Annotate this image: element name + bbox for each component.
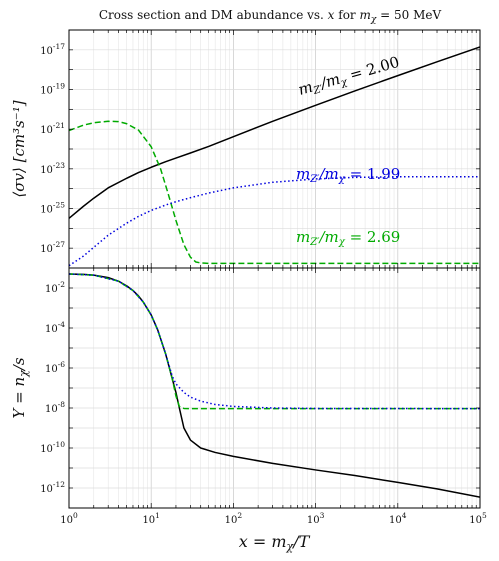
title-part-3: = 50 MeV	[376, 8, 441, 22]
y-tick-label-exponent: -23	[53, 161, 65, 170]
series-line-ratio-199	[69, 273, 480, 410]
y-tick-label-exponent: -19	[53, 82, 65, 91]
y-tick-label-base: 10	[40, 125, 53, 136]
x-axis-label: x = mχ/T	[239, 532, 311, 553]
y-tick-label-base: 10	[45, 364, 58, 375]
y-tick-label-base: 10	[45, 324, 58, 335]
x-tick-label: 105	[469, 511, 487, 526]
annotation-ratio-2-69: mZ′/mχ = 2.69	[296, 228, 400, 248]
y-tick-label: 10-4	[45, 320, 65, 335]
y-tick-label-exponent: -10	[53, 440, 65, 449]
y-tick-label: 10-8	[45, 400, 65, 415]
x-tick-label: 101	[142, 511, 160, 526]
y-tick-label: 10-10	[40, 440, 65, 455]
y-tick-label-exponent: -25	[53, 201, 65, 210]
y-tick-label: 10-17	[40, 42, 65, 57]
series-line-ratio-269	[69, 120, 480, 265]
x-tick-label-exponent: 4	[402, 511, 407, 520]
y-tick-label-exponent: -12	[53, 480, 65, 489]
y-tick-label-base: 10	[40, 244, 53, 255]
x-tick-label-base: 10	[469, 515, 482, 526]
y-tick-label-base: 10	[40, 46, 53, 57]
x-tick-label-base: 10	[225, 515, 238, 526]
y-tick-label-base: 10	[45, 284, 58, 295]
y-tick-label-exponent: -27	[53, 240, 65, 249]
x-tick-label-exponent: 5	[482, 511, 487, 520]
y-tick-label-exponent: -17	[53, 42, 65, 51]
ticks-bottom	[68, 267, 480, 509]
y-tick-label-base: 10	[40, 165, 53, 176]
title-part-2: for	[334, 8, 359, 22]
ticks-top	[68, 29, 480, 269]
y-tick-label-exponent: -6	[58, 360, 66, 369]
chart-title: Cross section and DM abundance vs. x for…	[99, 8, 442, 25]
y-tick-label-base: 10	[40, 205, 53, 216]
x-tick-label: 100	[60, 511, 78, 526]
title-part-m: m	[359, 8, 370, 22]
y-tick-label-exponent: -4	[58, 320, 66, 329]
x-tick-labels: 100 101 102 103 104 105	[60, 511, 487, 526]
y-tick-label-base: 10	[45, 404, 58, 415]
y-tick-label: 10-23	[40, 161, 65, 176]
title-part-1: Cross section and DM abundance vs.	[99, 8, 328, 22]
grid-top	[68, 29, 480, 269]
x-tick-label-base: 10	[142, 515, 155, 526]
y-tick-label: 10-2	[45, 280, 65, 295]
y-tick-label: 10-12	[40, 480, 65, 495]
y-tick-label: 10-25	[40, 201, 65, 216]
y-tick-label-exponent: -2	[58, 280, 66, 289]
y-tick-label: 10-19	[40, 82, 65, 97]
y-axis-label-bottom: Y = nχ/s	[10, 357, 30, 418]
y-tick-label: 10-6	[45, 360, 65, 375]
series-top	[69, 46, 480, 267]
title-part-chi: χ	[370, 15, 377, 25]
x-tick-label-exponent: 1	[155, 511, 160, 520]
x-tick-label: 103	[307, 511, 325, 526]
x-tick-label-exponent: 2	[237, 511, 242, 520]
title-part-x: x	[328, 8, 335, 22]
y-tick-label: 10-21	[40, 121, 65, 136]
x-tick-label: 102	[225, 511, 243, 526]
y-tick-label: 10-27	[40, 240, 65, 255]
y-tick-label-exponent: -21	[53, 121, 65, 130]
x-tick-label-base: 10	[60, 515, 73, 526]
y-tick-label-base: 10	[40, 86, 53, 97]
y-tick-label-exponent: -8	[58, 400, 66, 409]
x-tick-label-base: 10	[307, 515, 320, 526]
annotation-ratio-1-99: mZ′/mχ = 1.99	[296, 165, 400, 185]
x-tick-label: 104	[389, 511, 407, 526]
y-tick-label-base: 10	[40, 444, 53, 455]
x-tick-label-exponent: 3	[320, 511, 325, 520]
y-tick-label-base: 10	[40, 484, 53, 495]
series-bottom	[69, 273, 480, 498]
y-axis-label-top: ⟨σv⟩ [cm³s⁻¹]	[10, 100, 28, 197]
x-tick-label-exponent: 0	[73, 511, 78, 520]
series-line-ratio-199	[69, 175, 480, 267]
series-line-ratio-269	[69, 273, 480, 410]
x-tick-label-base: 10	[389, 515, 402, 526]
series-line-ratio-200	[69, 46, 480, 219]
